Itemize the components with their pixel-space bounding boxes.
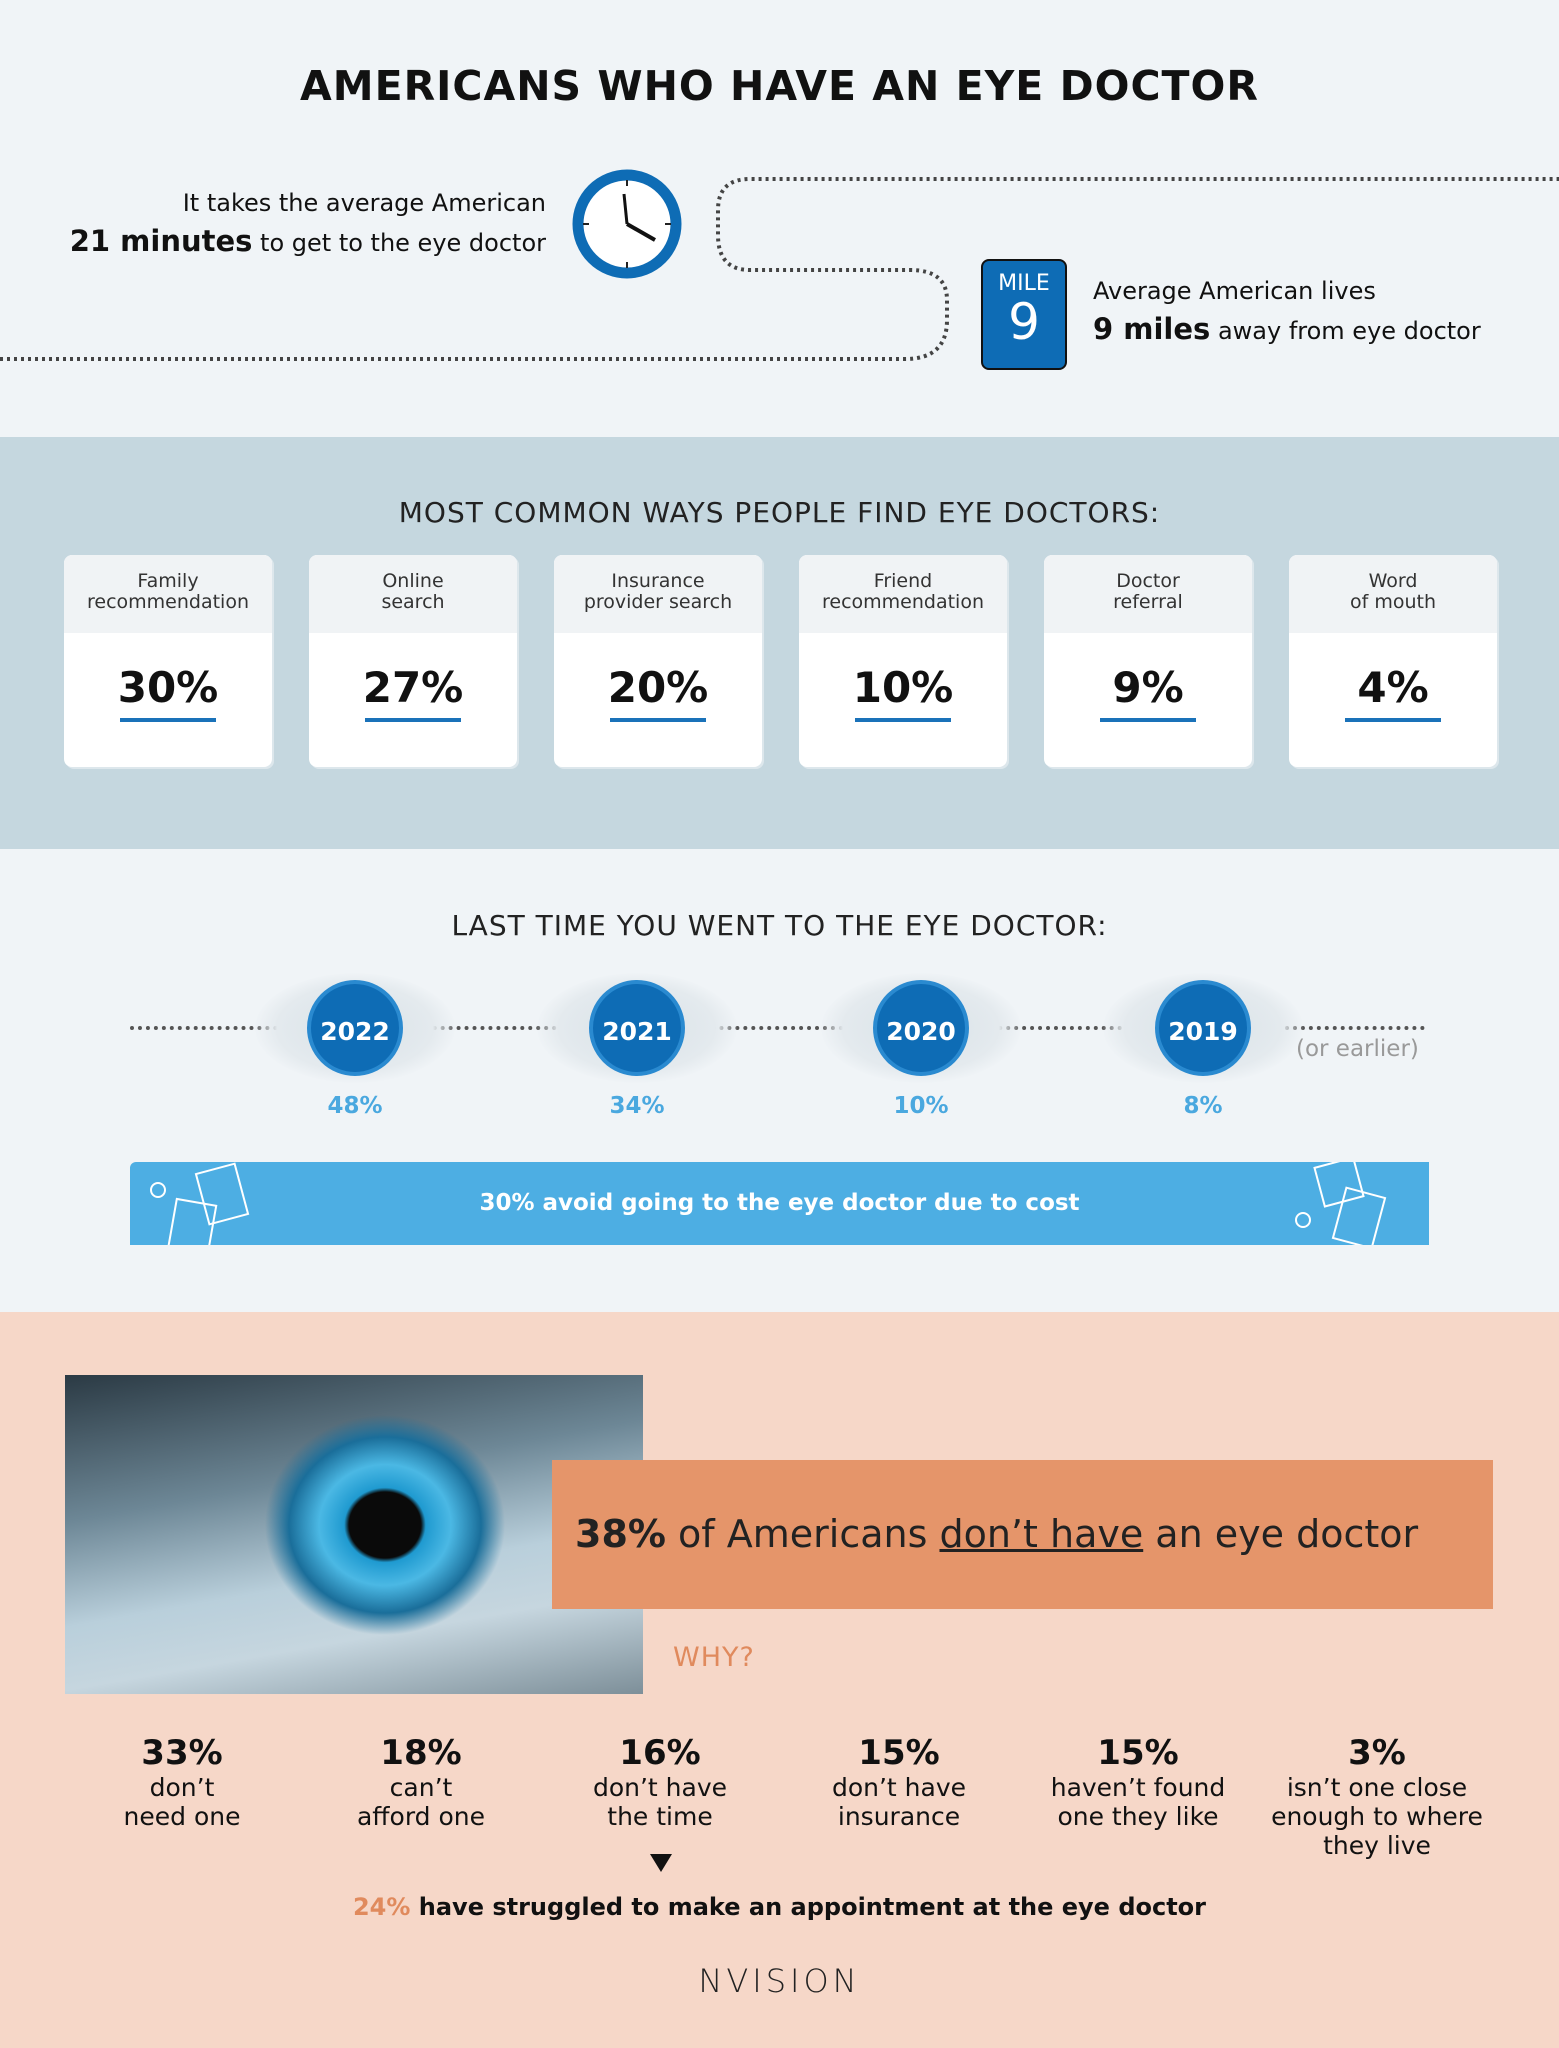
or-earlier-label: (or earlier): [1296, 1036, 1419, 1062]
reason-stat: 18% can’t afford one: [306, 1733, 536, 1831]
value-underline: [120, 718, 216, 722]
reason-percent: 15%: [858, 1733, 940, 1773]
value-underline: [1345, 718, 1441, 722]
last-visit-title: LAST TIME YOU WENT TO THE EYE DOCTOR:: [451, 909, 1108, 942]
why-label: WHY?: [673, 1642, 755, 1673]
find-card: Word of mouth 4%: [1289, 555, 1497, 767]
reason-percent: 33%: [141, 1733, 223, 1773]
eye-photo: [65, 1375, 643, 1694]
year-percent: 48%: [327, 1093, 383, 1119]
find-card-value: 27%: [362, 663, 464, 712]
clock-icon: [572, 169, 682, 279]
cost-banner-text: 30% avoid going to the eye doctor due to…: [479, 1190, 1080, 1216]
year-circle: 2020: [873, 980, 969, 1076]
reason-stat: 16% don’t have the time: [545, 1733, 775, 1831]
reason-label: isn’t one close enough to where they liv…: [1271, 1773, 1483, 1860]
money-icon: [150, 1162, 250, 1245]
find-card-value: 4%: [1357, 663, 1429, 712]
find-card-value: 30%: [117, 663, 219, 712]
year-circle: 2019: [1155, 980, 1251, 1076]
reason-stat: 15% haven’t found one they like: [1023, 1733, 1253, 1831]
value-underline: [365, 718, 461, 722]
dotted-road-path: [0, 177, 1559, 361]
find-card-label: Word of mouth: [1289, 555, 1497, 633]
reason-percent: 15%: [1097, 1733, 1179, 1773]
reason-label: don’t have insurance: [831, 1773, 967, 1831]
find-card-value: 20%: [607, 663, 709, 712]
find-card: Friend recommendation 10%: [799, 555, 1007, 767]
reason-stat: 33% don’t need one: [67, 1733, 297, 1831]
find-card-value: 10%: [852, 663, 954, 712]
timeline-line: [130, 1026, 1426, 1030]
find-card-label: Family recommendation: [64, 555, 272, 633]
reason-label: haven’t found one they like: [1050, 1773, 1226, 1831]
nvision-logo: NVISION: [698, 1962, 861, 2000]
find-card-value: 9%: [1112, 663, 1184, 712]
find-card: Online search 27%: [309, 555, 517, 767]
page-title: AMERICANS WHO HAVE AN EYE DOCTOR: [300, 62, 1259, 110]
appointment-text: 24% have struggled to make an appointmen…: [352, 1893, 1207, 1921]
find-card-label: Online search: [309, 555, 517, 633]
reason-label: don’t have the time: [592, 1773, 728, 1831]
find-card-label: Insurance provider search: [554, 555, 762, 633]
value-underline: [855, 718, 951, 722]
travel-section: [0, 0, 1559, 437]
find-title: MOST COMMON WAYS PEOPLE FIND EYE DOCTORS…: [398, 496, 1161, 529]
find-card: Family recommendation 30%: [64, 555, 272, 767]
value-underline: [610, 718, 706, 722]
year-percent: 10%: [893, 1093, 949, 1119]
find-card: Doctor referral 9%: [1044, 555, 1252, 767]
reason-percent: 18%: [380, 1733, 462, 1773]
travel-time-text: It takes the average American 21 minutes…: [69, 189, 546, 258]
year-percent: 34%: [609, 1093, 665, 1119]
find-card-label: Friend recommendation: [799, 555, 1007, 633]
arrow-down-icon: [650, 1854, 672, 1872]
money-icon: [1295, 1162, 1387, 1245]
reason-percent: 3%: [1348, 1733, 1406, 1773]
reason-stat: 3% isn’t one close enough to where they l…: [1262, 1733, 1492, 1860]
value-underline: [1100, 718, 1196, 722]
travel-distance-text: Average American lives 9 miles away from…: [1093, 277, 1481, 346]
year-circle: 2022: [307, 980, 403, 1076]
cost-banner: 30% avoid going to the eye doctor due to…: [130, 1162, 1429, 1245]
reason-stat: 15% don’t have insurance: [784, 1733, 1014, 1831]
mile-marker-sign: MILE 9: [981, 259, 1067, 370]
reason-label: can’t afford one: [356, 1773, 485, 1831]
find-card: Insurance provider search 20%: [554, 555, 762, 767]
year-circle: 2021: [589, 980, 685, 1076]
reason-percent: 16%: [619, 1733, 701, 1773]
year-percent: 8%: [1183, 1093, 1223, 1119]
no-doctor-banner: 38% of Americans don’t have an eye docto…: [552, 1460, 1493, 1609]
reason-label: don’t need one: [123, 1773, 241, 1831]
find-card-label: Doctor referral: [1044, 555, 1252, 633]
